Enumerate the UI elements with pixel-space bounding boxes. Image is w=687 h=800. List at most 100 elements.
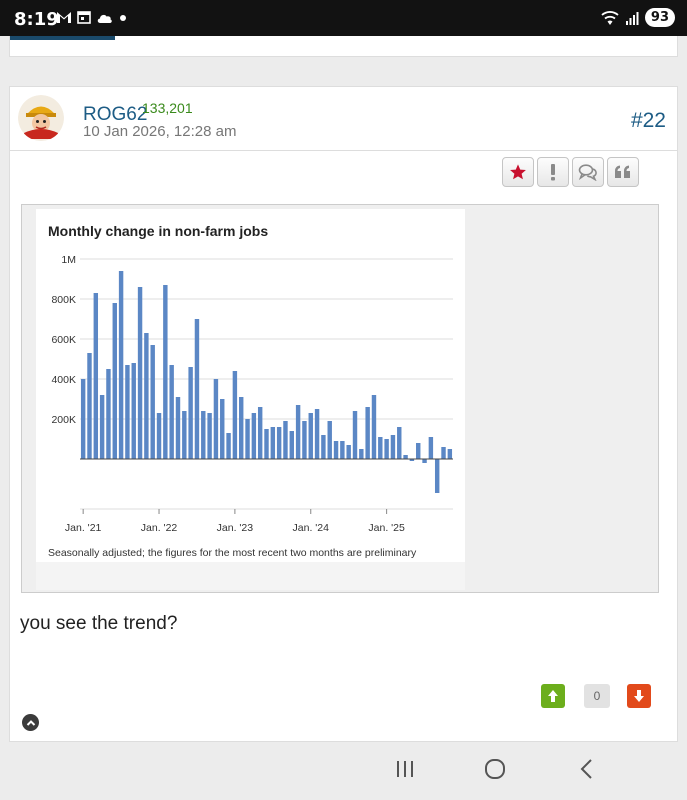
- recent-apps-icon[interactable]: [394, 758, 416, 780]
- post-actions: [502, 157, 639, 187]
- y-tick-label: 600K: [51, 334, 76, 346]
- bar: [238, 397, 244, 459]
- battery-icon: 93: [644, 8, 675, 27]
- calendar-icon: [77, 11, 91, 24]
- wifi-icon: [601, 10, 619, 25]
- bar: [163, 285, 168, 459]
- quote-button[interactable]: [607, 157, 639, 187]
- post-date: 10 Jan 2026, 12:28 am: [83, 123, 237, 140]
- bar: [226, 433, 231, 459]
- jobs-chart: 1M 800K 600K 400K 200K Jan. '21 Jan. '22 Jan. '…: [36, 209, 465, 562]
- previous-post-card: [9, 36, 678, 57]
- bar: [384, 439, 389, 459]
- bar: [257, 407, 263, 459]
- x-tick-label: Jan. '25: [368, 522, 405, 534]
- bar: [251, 413, 257, 459]
- home-icon[interactable]: [484, 758, 506, 780]
- back-icon[interactable]: [576, 758, 598, 780]
- bar: [314, 409, 320, 459]
- status-time: 8:19: [14, 9, 59, 30]
- username[interactable]: ROG62: [83, 104, 148, 125]
- bar: [327, 421, 332, 459]
- bar: [118, 271, 124, 459]
- bar: [295, 405, 301, 459]
- downvote-button[interactable]: [627, 684, 651, 708]
- system-icons: 93: [601, 8, 675, 27]
- dot-icon: [120, 14, 126, 21]
- bar: [365, 407, 370, 459]
- bar: [428, 437, 434, 459]
- upvote-button[interactable]: [541, 684, 565, 708]
- bar: [232, 371, 238, 459]
- scroll-to-top-button[interactable]: [22, 714, 39, 731]
- bar: [333, 441, 339, 459]
- bar: [188, 367, 193, 459]
- chevron-up-icon: [26, 719, 35, 726]
- bar: [150, 345, 155, 459]
- image-bottom-strip: [36, 562, 465, 590]
- bar: [416, 443, 421, 459]
- bar: [390, 435, 396, 459]
- bar: [194, 319, 200, 459]
- bar: [182, 411, 187, 459]
- bar: [87, 353, 92, 459]
- star-icon: [510, 164, 526, 180]
- favorite-button[interactable]: [502, 157, 534, 187]
- bar: [245, 419, 250, 459]
- quote-icon: [615, 165, 630, 178]
- bar: [283, 421, 288, 459]
- report-button[interactable]: [537, 157, 569, 187]
- post-text: you see the trend?: [20, 613, 178, 634]
- report-icon: [551, 164, 555, 181]
- vote-count: 0: [584, 684, 610, 708]
- bar: [422, 459, 427, 463]
- y-tick-label: 1M: [61, 254, 76, 266]
- bar: [352, 411, 358, 459]
- notification-icons: [56, 11, 128, 24]
- navigation-bar: [0, 742, 687, 800]
- gmail-icon: [57, 12, 71, 23]
- x-tick-label: Jan. '22: [141, 522, 178, 534]
- y-tick-label: 200K: [51, 414, 76, 426]
- bar: [441, 447, 446, 459]
- post-number[interactable]: #22: [630, 109, 666, 132]
- cloud-icon: [97, 14, 112, 23]
- bar: [321, 435, 326, 459]
- arrow-up-icon: [548, 690, 558, 702]
- bar: [137, 287, 143, 459]
- x-tick-label: Jan. '23: [217, 522, 254, 534]
- reply-button[interactable]: [572, 157, 604, 187]
- bar: [201, 411, 206, 459]
- post-header: ROG62 133,201 10 Jan 2026, 12:28 am #22: [10, 87, 677, 151]
- bar: [434, 459, 440, 493]
- bar: [213, 379, 219, 459]
- status-bar: 8:19 93: [0, 0, 687, 36]
- bar: [106, 369, 111, 459]
- user-points: 133,201: [142, 100, 193, 116]
- bar: [207, 413, 212, 459]
- y-tick-label: 400K: [51, 374, 76, 386]
- bar: [302, 421, 307, 459]
- bar: [397, 427, 402, 459]
- bar: [289, 431, 295, 459]
- bar: [378, 437, 383, 459]
- bar: [371, 395, 377, 459]
- signal-icon: [625, 11, 639, 25]
- x-tick-label: Jan. '21: [65, 522, 102, 534]
- bar: [403, 455, 408, 459]
- post-card: ROG62 133,201 10 Jan 2026, 12:28 am #22 …: [9, 86, 678, 742]
- bar: [308, 413, 313, 459]
- bar: [340, 441, 345, 459]
- avatar[interactable]: [18, 95, 64, 141]
- bar: [125, 365, 130, 459]
- attached-image[interactable]: 1M 800K 600K 400K 200K Jan. '21 Jan. '22 Jan. '…: [21, 204, 659, 593]
- bar: [220, 399, 225, 459]
- scroll-progress-accent: [10, 36, 115, 40]
- bar: [156, 413, 162, 459]
- y-tick-label: 800K: [51, 294, 76, 306]
- bar: [99, 395, 105, 459]
- bar: [80, 379, 86, 459]
- chart-plot: 1M 800K 600K 400K 200K Jan. '21 Jan. '22 Jan. '…: [51, 254, 453, 534]
- bar: [175, 397, 181, 459]
- bar: [409, 459, 415, 461]
